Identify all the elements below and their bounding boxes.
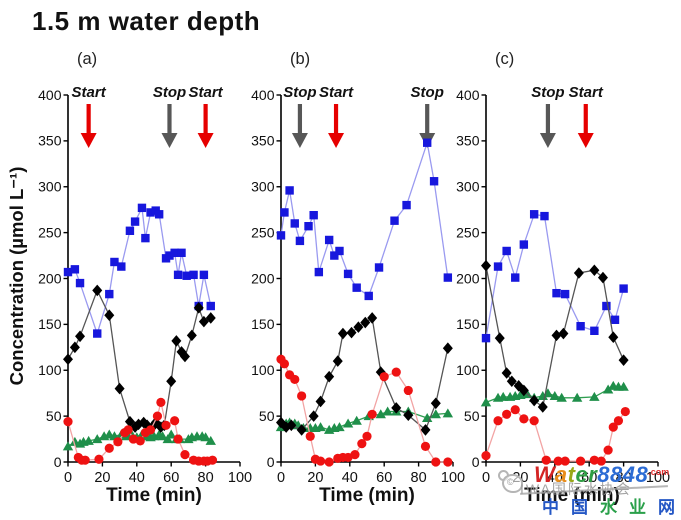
- series-blue-squares: [481, 210, 628, 343]
- start-arrow: Start: [189, 84, 224, 148]
- axes: 0 50 100 150 200 250 300 350 400 0 20 40 60 80 100: [38, 87, 252, 486]
- arrow-label: Start: [569, 84, 604, 101]
- panel-b-x-axis-title: Time (min): [319, 485, 415, 506]
- panel-c-label: (c): [495, 50, 515, 68]
- y-tick-label: 300: [38, 179, 62, 195]
- figure-title: 1.5 m water depth: [32, 6, 261, 36]
- series-blue-squares: [276, 138, 453, 301]
- x-tick-label: 0: [64, 470, 72, 486]
- series-red-circles: [276, 354, 453, 467]
- watermark-logo-icon: ©: [496, 469, 523, 493]
- arrow-label: Start: [72, 84, 107, 101]
- y-tick-label: 400: [456, 87, 480, 103]
- axes: 0 50 100 150 200 250 300 350 400 0 20 40 60 80 100: [251, 87, 465, 486]
- x-tick-label: 100: [228, 470, 252, 486]
- series-red-circles: [63, 397, 218, 466]
- x-tick-label: 60: [581, 470, 597, 486]
- arrow-label: Stop: [283, 84, 316, 101]
- x-tick-label: 20: [94, 470, 110, 486]
- panel-a: (a) 0 50 100 150 200 250 300 350 400 0 20 40 60 80 100…: [20, 50, 255, 520]
- y-tick-label: 350: [38, 133, 62, 149]
- y-tick-label: 200: [251, 270, 275, 286]
- start-arrow: Start: [72, 84, 107, 148]
- panel-c-plot: 050100150200250300350400020406080100Stop…: [456, 84, 670, 486]
- y-tick-label: 350: [251, 133, 275, 149]
- panel-c: (c) 050100150200250300350400020406080100…: [438, 50, 673, 520]
- stop-arrow: Stop: [153, 84, 186, 148]
- arrow-label: Start: [189, 84, 224, 101]
- watermark-brand: Water8848.com: [534, 462, 670, 487]
- y-tick-label: 200: [38, 270, 62, 286]
- series-black-diamonds: [276, 312, 453, 436]
- x-tick-label: 20: [307, 470, 323, 486]
- y-tick-label: 350: [456, 133, 480, 149]
- y-tick-label: 150: [251, 316, 275, 332]
- watermark: © IWA国际水协会 Water8848.com 中国水业网: [496, 462, 681, 520]
- y-tick-label: 300: [251, 179, 275, 195]
- y-tick-label: 150: [456, 316, 480, 332]
- x-tick-label: 100: [441, 470, 465, 486]
- arrow-label: Start: [319, 84, 354, 101]
- x-tick-label: 40: [342, 470, 358, 486]
- y-tick-label: 200: [456, 270, 480, 286]
- x-tick-label: 100: [646, 470, 670, 486]
- x-tick-label: 80: [616, 470, 632, 486]
- y-tick-label: 0: [472, 454, 480, 470]
- series-green-triangles: [480, 380, 629, 407]
- panel-a-x-axis-title: Time (min): [106, 485, 202, 506]
- y-tick-label: 100: [38, 362, 62, 378]
- series-red-circles: [481, 405, 630, 466]
- y-tick-label: 100: [456, 362, 480, 378]
- y-tick-label: 150: [38, 316, 62, 332]
- panel-b-plot: 0 50 100 150 200 250 300 350 400 0 20 40 60 80 100 Stop…: [251, 84, 465, 486]
- arrow-label: Stop: [411, 84, 444, 101]
- arrow-label: Stop: [153, 84, 186, 101]
- x-tick-label: 60: [163, 470, 179, 486]
- panel-b-label: (b): [290, 50, 311, 68]
- start-arrow: Start: [569, 84, 604, 148]
- y-tick-label: 50: [46, 408, 62, 424]
- x-tick-label: 40: [129, 470, 145, 486]
- x-tick-label: 80: [411, 470, 427, 486]
- y-tick-label: 300: [456, 179, 480, 195]
- y-tick-label: 400: [38, 87, 62, 103]
- series-black-diamonds: [481, 259, 629, 413]
- arrow-label: Stop: [531, 84, 564, 101]
- y-tick-label: 250: [38, 224, 62, 240]
- watermark-brand-suffix: .com: [648, 467, 670, 477]
- y-tick-label: 50: [259, 408, 275, 424]
- series-black-diamonds: [63, 284, 216, 433]
- y-tick-label: 400: [251, 87, 275, 103]
- y-tick-label: 0: [267, 454, 275, 470]
- x-tick-label: 80: [198, 470, 214, 486]
- y-tick-label: 100: [251, 362, 275, 378]
- x-tick-label: 0: [277, 470, 285, 486]
- y-tick-label: 50: [464, 408, 480, 424]
- x-tick-label: 60: [376, 470, 392, 486]
- x-tick-label: 40: [547, 470, 563, 486]
- y-tick-label: 250: [251, 224, 275, 240]
- x-tick-label: 0: [482, 470, 490, 486]
- start-arrow: Start: [319, 84, 354, 148]
- panel-a-plot: 0 50 100 150 200 250 300 350 400 0 20 40 60 80 100 Star…: [38, 84, 252, 486]
- panel-a-label: (a): [77, 50, 98, 68]
- watermark-site-name: 中国水业网: [542, 498, 681, 517]
- stop-arrow: Stop: [531, 84, 565, 148]
- stop-arrow: Stop: [283, 84, 317, 148]
- y-tick-label: 250: [456, 224, 480, 240]
- copyright-icon: ©: [507, 477, 514, 487]
- panel-b: (b) 0 50 100 150 200 250 300 350 400 0 20 40 60 80 100…: [233, 50, 468, 520]
- y-tick-label: 0: [54, 454, 62, 470]
